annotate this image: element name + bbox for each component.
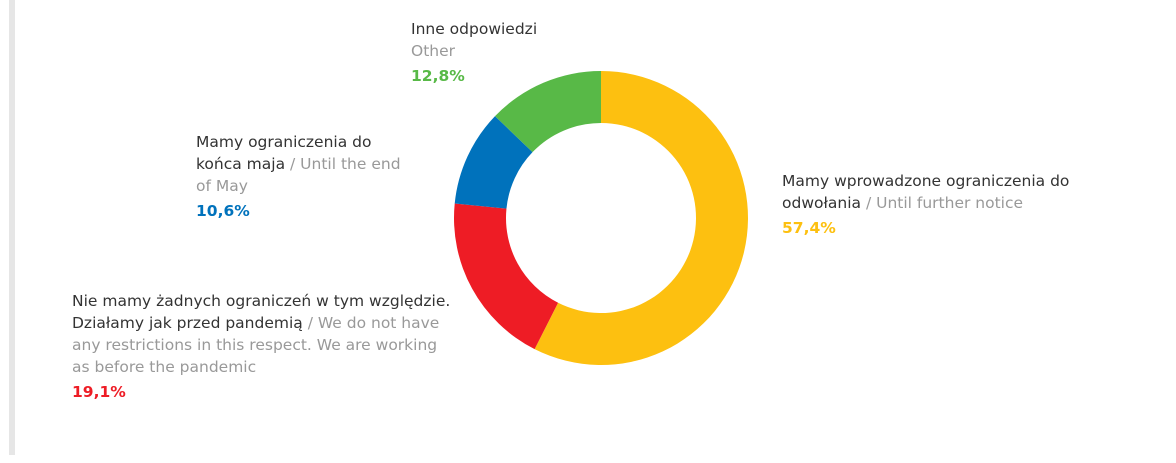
label-english: / We do not have any restrictions in thi… [72,314,440,376]
label-polish: Mamy wprowadzone ograniczenia do odwołan… [782,172,1070,212]
slice-label: Inne odpowiedzi Other 12,8% [411,18,611,87]
label-english: / Until the end of May [196,155,401,195]
slice-label: Mamy ograniczenia do końca maja / Until … [196,131,411,222]
label-polish: Mamy ograniczenia do końca maja [196,133,372,173]
donut-slice [454,203,559,350]
value-label: 12,8% [411,67,465,85]
value-label: 19,1% [72,383,126,401]
slice-label: Nie mamy żadnych ograniczeń w tym względ… [72,290,457,403]
slice-label: Mamy wprowadzone ograniczenia do odwołan… [782,170,1112,239]
value-label: 10,6% [196,202,250,220]
label-english: / Until further notice [865,194,1024,212]
side-bar [9,0,15,455]
label-polish: Inne odpowiedzi [411,20,538,38]
donut-slice [454,116,533,209]
value-label: 57,4% [782,219,836,237]
donut-slice [495,71,601,153]
label-english: Other [411,42,456,60]
label-polish: Nie mamy żadnych ograniczeń w tym względ… [72,292,451,332]
donut-slice [534,71,748,365]
